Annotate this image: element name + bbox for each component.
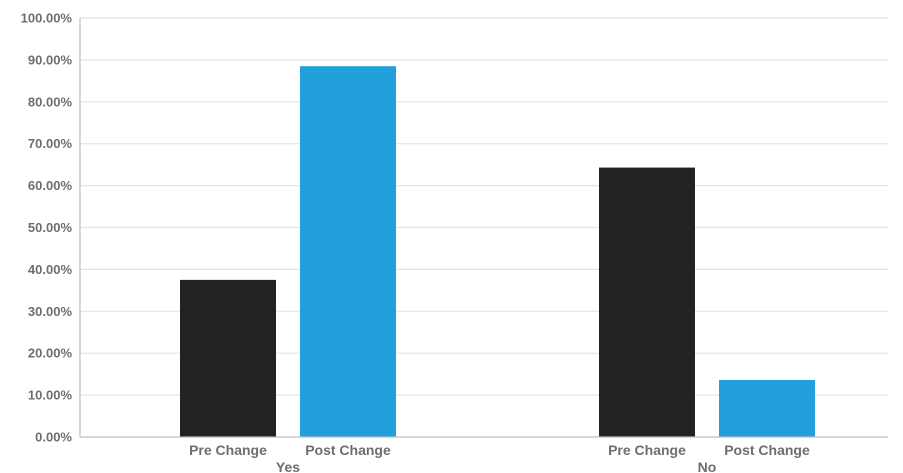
y-tick-label: 0.00% <box>35 430 72 445</box>
bar-no-post-change <box>719 380 815 437</box>
x-group-label: No <box>698 459 717 473</box>
y-tick-label: 10.00% <box>28 388 73 403</box>
y-tick-label: 40.00% <box>28 262 73 277</box>
axes <box>79 18 888 438</box>
x-category-label: Pre Change <box>189 442 267 458</box>
y-tick-label: 100.00% <box>21 11 73 26</box>
bar-no-pre-change <box>599 167 695 437</box>
y-tick-label: 60.00% <box>28 178 73 193</box>
y-tick-label: 80.00% <box>28 94 73 109</box>
bar-yes-post-change <box>300 66 396 437</box>
group-labels: Yes No <box>276 459 716 473</box>
x-category-label: Post Change <box>724 442 810 458</box>
x-category-label: Post Change <box>305 442 391 458</box>
bars <box>180 66 815 437</box>
bar-yes-pre-change <box>180 279 276 437</box>
y-tick-label: 70.00% <box>28 136 73 151</box>
category-labels: Pre Change Post Change Pre Change Post Chan… <box>189 442 810 458</box>
y-tick-label: 20.00% <box>28 346 73 361</box>
y-tick-label: 30.00% <box>28 304 73 319</box>
y-tick-label: 50.00% <box>28 220 73 235</box>
x-category-label: Pre Change <box>608 442 686 458</box>
x-group-label: Yes <box>276 459 300 473</box>
y-axis-tick-labels: 0.00% 10.00% 20.00% 30.00% 40.00% 50.00% 60.00… <box>21 11 73 445</box>
y-tick-label: 90.00% <box>28 52 73 67</box>
